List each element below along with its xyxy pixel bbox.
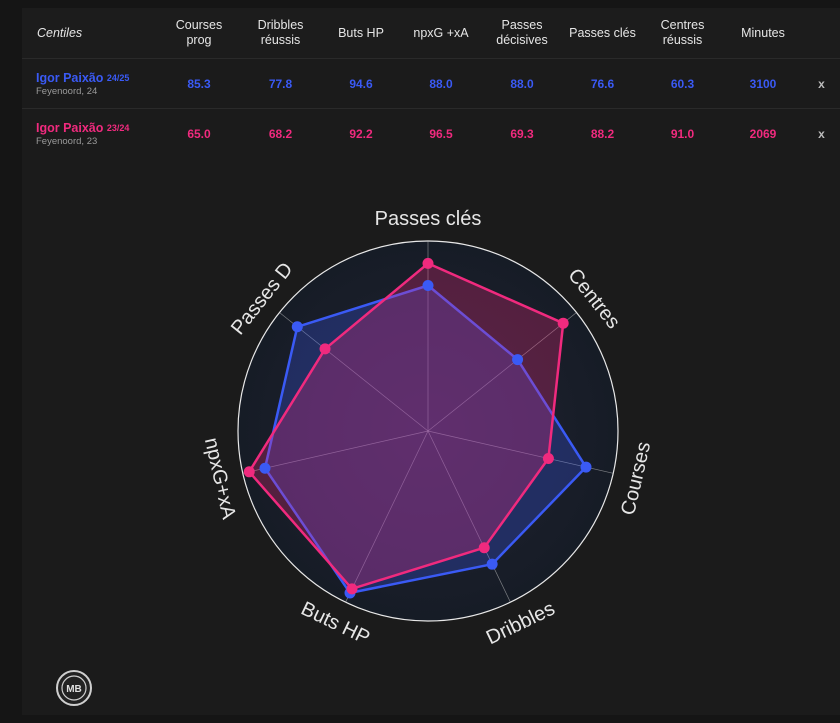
- stats-table: Centiles Courses prog Dribbles réussis Buts …: [22, 8, 840, 158]
- column-header: Centres réussis: [642, 8, 723, 59]
- stat-value: 96.5: [401, 108, 481, 158]
- header-centiles: Centiles: [22, 8, 158, 59]
- radar-spoke: [427, 312, 577, 432]
- radar-point: [243, 466, 255, 478]
- radar-point: [319, 343, 331, 355]
- column-header-remove: [803, 8, 840, 59]
- column-header: Minutes: [723, 8, 803, 59]
- radar-point: [542, 452, 554, 464]
- radar-spoke: [279, 312, 429, 432]
- column-header: Buts HP: [321, 8, 401, 59]
- stat-value: 68.2: [240, 108, 321, 158]
- column-header: Dribbles réussis: [240, 8, 321, 59]
- stat-value: 91.0: [642, 108, 723, 158]
- table-header-row: Centiles Courses prog Dribbles réussis Buts …: [22, 8, 840, 59]
- radar-point: [580, 461, 592, 473]
- player-season: 23/24: [106, 122, 130, 133]
- stat-value: 92.2: [321, 108, 401, 158]
- mb-logo-icon: MB: [56, 670, 92, 706]
- radar-axis-label: Passes clés: [375, 208, 482, 230]
- stat-value: 94.6: [321, 58, 401, 109]
- stat-value: 69.3: [481, 108, 563, 158]
- radar-axis-label: Courses: [617, 440, 655, 518]
- stat-value: 88.0: [401, 58, 481, 109]
- comparison-panel: Centiles Courses prog Dribbles réussis Buts …: [22, 8, 840, 715]
- radar-point: [422, 279, 434, 291]
- stat-value: 76.6: [563, 58, 642, 109]
- radar-spoke: [242, 430, 429, 474]
- table-row: Igor Paixão 24/25 Feyenoord, 24 85.3 77.8 94…: [22, 58, 840, 109]
- radar-point: [422, 257, 434, 269]
- stat-value: 88.2: [563, 108, 642, 158]
- column-header: Passes clés: [563, 8, 642, 59]
- player-cell: Igor Paixão 24/25 Feyenoord, 24: [22, 58, 158, 109]
- radar-point: [557, 317, 569, 329]
- radar-point: [291, 321, 303, 333]
- column-header-line1: Courses: [175, 18, 223, 32]
- player-name-text: Igor Paixão: [36, 70, 104, 85]
- radar-point: [486, 558, 498, 570]
- column-header-line1: Centres: [660, 18, 705, 32]
- table-row: Igor Paixão 23/24 Feyenoord, 23 65.0 68.2 92…: [22, 108, 840, 158]
- radar-axis-label: npxG+xA: [200, 436, 240, 522]
- column-header: Passes décisives: [481, 8, 563, 59]
- player-name: Igor Paixão 24/25: [36, 71, 158, 86]
- radar-point: [259, 462, 271, 474]
- column-header: Courses prog: [158, 8, 240, 59]
- player-club: Feyenoord, 24: [36, 85, 98, 97]
- player-name-text: Igor Paixão: [36, 120, 104, 135]
- column-header-line1: Passes: [501, 18, 543, 32]
- column-header-line1: npxG +xA: [413, 25, 469, 40]
- radar-spoke: [345, 430, 429, 603]
- column-header-line1: Buts HP: [338, 25, 384, 40]
- stat-value: 3100: [723, 58, 803, 109]
- column-header-line2: réussis: [662, 33, 703, 47]
- stat-value: 65.0: [158, 108, 240, 158]
- stat-value: 88.0: [481, 58, 563, 109]
- radar-point: [512, 354, 524, 366]
- stat-value: 2069: [723, 108, 803, 158]
- radar-point: [346, 583, 358, 595]
- stat-value: 85.3: [158, 58, 240, 109]
- remove-player-button[interactable]: x: [803, 58, 840, 109]
- radar-spoke: [427, 430, 511, 603]
- player-name: Igor Paixão 23/24: [36, 121, 158, 136]
- column-header: npxG +xA: [401, 8, 481, 59]
- stat-value: 77.8: [240, 58, 321, 109]
- radar-series-area: [247, 262, 565, 591]
- player-cell: Igor Paixão 23/24 Feyenoord, 23: [22, 108, 158, 158]
- logo-text: MB: [66, 684, 82, 695]
- column-header-line1: Dribbles: [257, 18, 304, 32]
- remove-player-button[interactable]: x: [803, 108, 840, 158]
- column-header-line2: réussis: [260, 33, 301, 47]
- column-header-line1: Passes clés: [569, 25, 636, 40]
- column-header-line2: décisives: [496, 33, 548, 47]
- column-header-line1: Minutes: [741, 25, 785, 40]
- player-club: Feyenoord, 23: [36, 135, 98, 147]
- stat-value: 60.3: [642, 58, 723, 109]
- radar-point: [478, 542, 490, 554]
- column-header-line2: prog: [186, 33, 212, 47]
- player-season: 24/25: [106, 72, 130, 83]
